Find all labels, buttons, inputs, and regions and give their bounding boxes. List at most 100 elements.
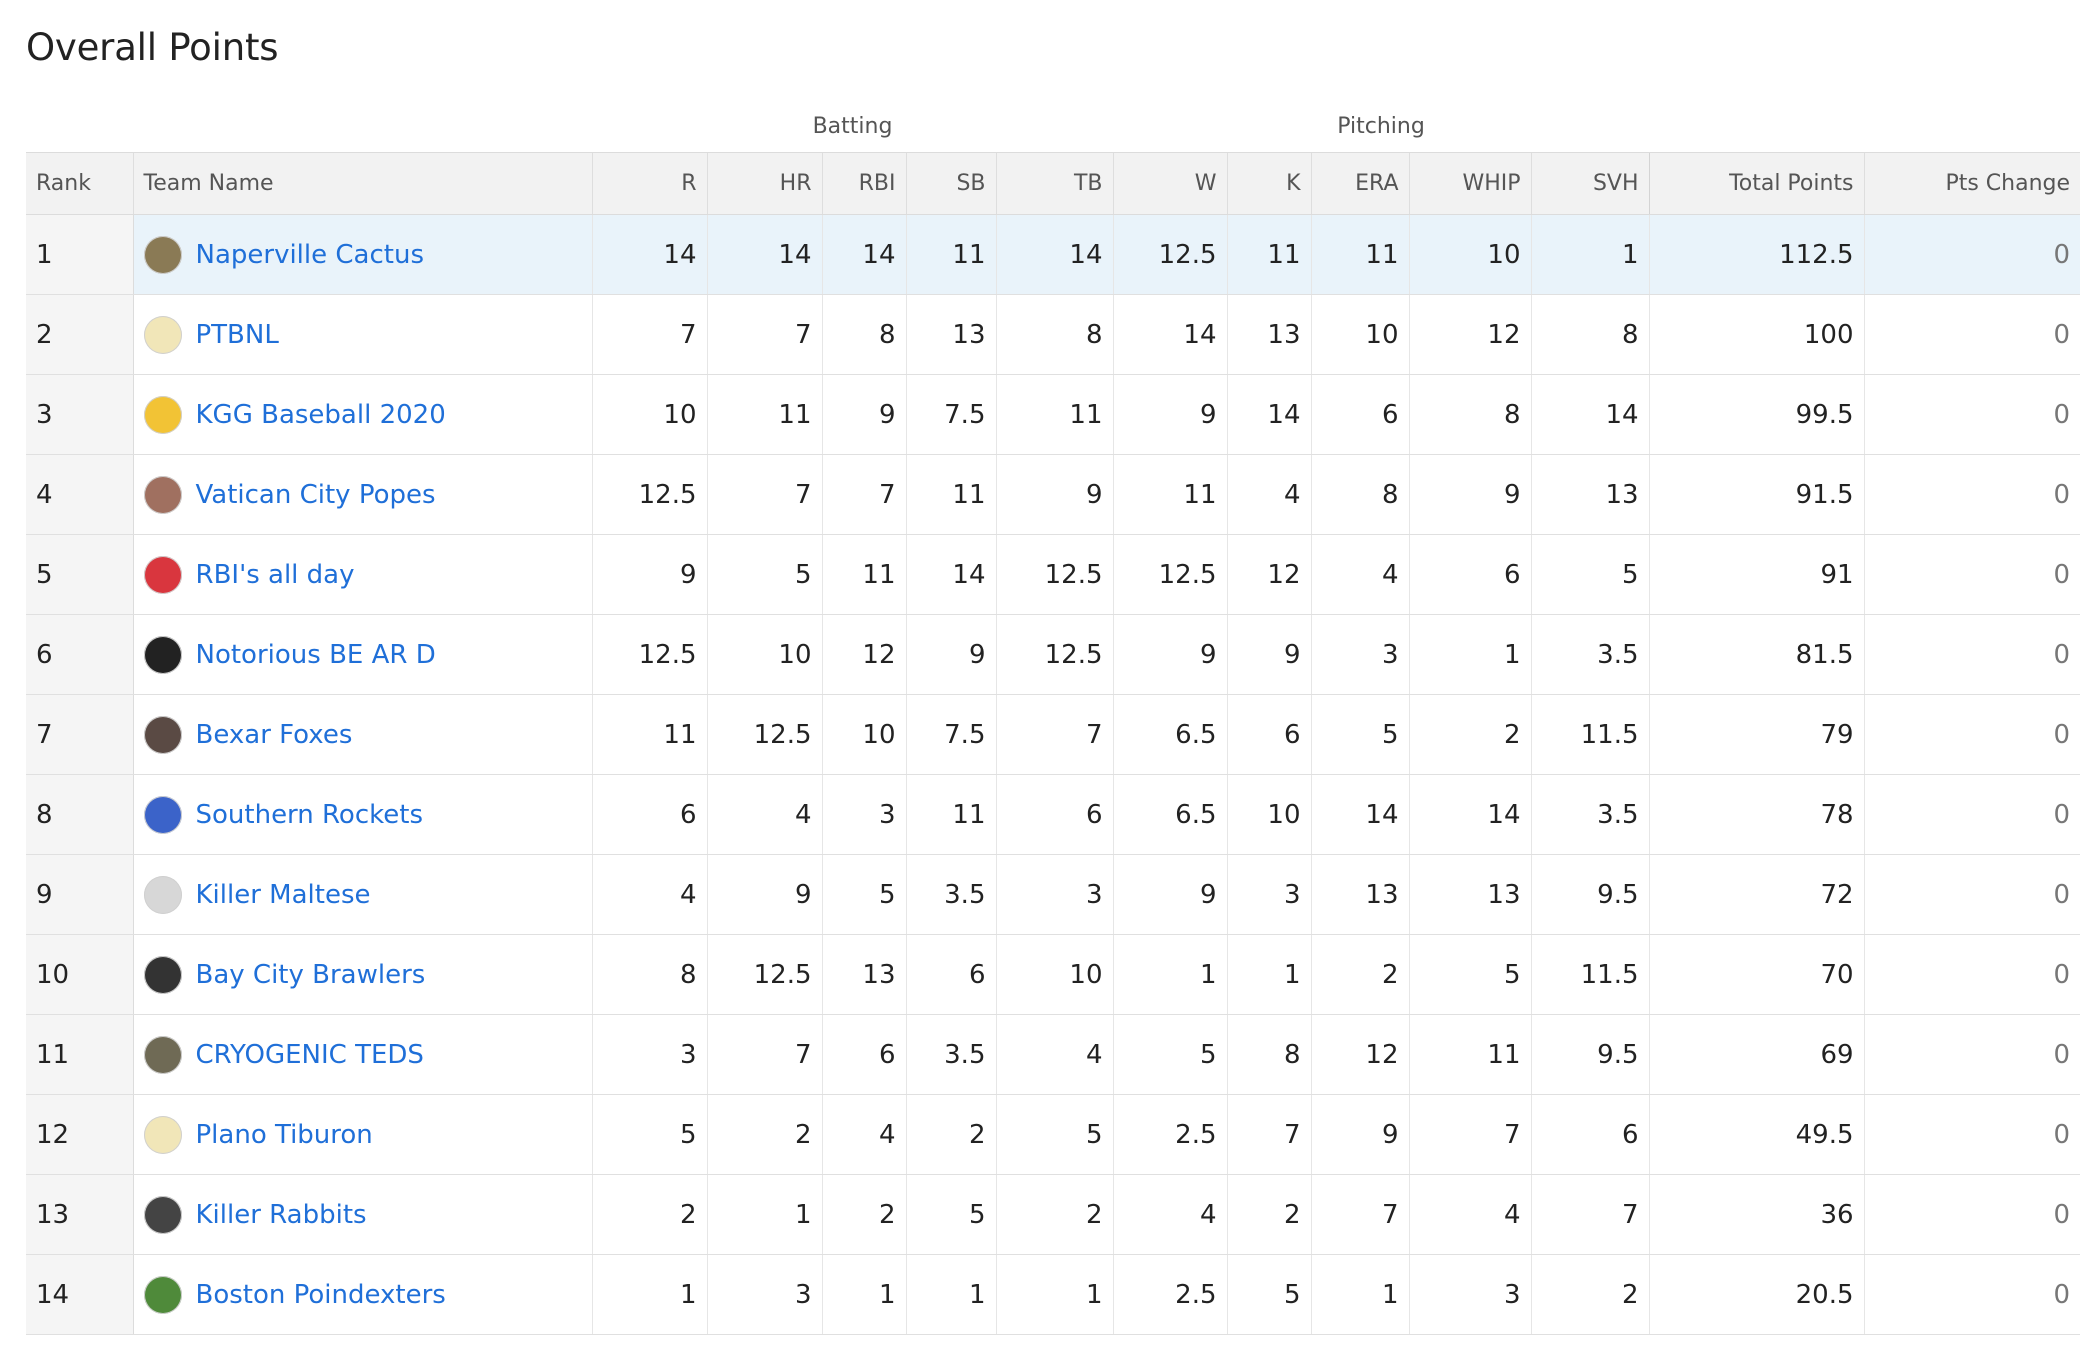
stat-w-cell: 2.5 xyxy=(1113,1094,1228,1175)
stat-k-cell: 2 xyxy=(1227,1174,1312,1255)
stat-tb-cell: 14 xyxy=(996,214,1114,295)
stat-svh-cell: 11.5 xyxy=(1531,694,1650,775)
stat-sb-cell: 14 xyxy=(906,534,997,615)
stat-hr-cell: 12.5 xyxy=(707,694,823,775)
col-pts-change[interactable]: Pts Change xyxy=(1864,152,2081,215)
stat-rbi-cell: 6 xyxy=(822,1014,907,1095)
cap-avatar-icon[interactable] xyxy=(143,315,182,354)
pts-change-cell: 0 xyxy=(1864,774,2081,855)
col-whip[interactable]: WHIP xyxy=(1409,152,1532,215)
team-name-link[interactable]: Vatican City Popes xyxy=(195,479,436,510)
col-era[interactable]: ERA xyxy=(1311,152,1410,215)
rank-cell: 10 xyxy=(26,934,134,1015)
team-name-link[interactable]: Killer Rabbits xyxy=(195,1199,367,1230)
stat-w-cell: 5 xyxy=(1113,1014,1228,1095)
table-row: 13 Killer Rabbits 2 1 2 5 2 4 2 7 4 7 36 0 xyxy=(26,1174,2081,1255)
stat-sb-cell: 2 xyxy=(906,1094,997,1175)
stat-era-cell: 14 xyxy=(1311,774,1410,855)
stat-era-cell: 6 xyxy=(1311,374,1410,455)
rank-cell: 5 xyxy=(26,534,134,615)
col-rbi[interactable]: RBI xyxy=(822,152,907,215)
col-rank[interactable]: Rank xyxy=(26,152,134,215)
col-w[interactable]: W xyxy=(1113,152,1228,215)
team-name-link[interactable]: RBI's all day xyxy=(195,559,355,590)
col-total-points[interactable]: Total Points xyxy=(1649,152,1865,215)
rabbit-avatar-icon[interactable] xyxy=(143,1195,182,1234)
pts-change-cell: 0 xyxy=(1864,454,2081,535)
table-row: 10 Bay City Brawlers 8 12.5 13 6 10 1 1 2 5 11.5 70 0 xyxy=(26,934,2081,1015)
col-r[interactable]: R xyxy=(592,152,708,215)
stat-k-cell: 3 xyxy=(1227,854,1312,935)
cap-avatar-icon[interactable] xyxy=(143,1115,182,1154)
team-name-link[interactable]: Plano Tiburon xyxy=(195,1119,373,1150)
stat-era-cell: 9 xyxy=(1311,1094,1410,1175)
stat-r-cell: 1 xyxy=(592,1254,708,1335)
stat-tb-cell: 10 xyxy=(996,934,1114,1015)
stat-rbi-cell: 2 xyxy=(822,1174,907,1255)
team-cell: KGG Baseball 2020 xyxy=(133,374,593,455)
stat-rbi-cell: 1 xyxy=(822,1254,907,1335)
col-k[interactable]: K xyxy=(1227,152,1312,215)
stat-era-cell: 12 xyxy=(1311,1014,1410,1095)
emblem-avatar-icon[interactable] xyxy=(143,635,182,674)
stat-svh-cell: 2 xyxy=(1531,1254,1650,1335)
team-cell: CRYOGENIC TEDS xyxy=(133,1014,593,1095)
photo-avatar-icon[interactable] xyxy=(143,475,182,514)
bulldog-avatar-icon[interactable] xyxy=(143,955,182,994)
total-points-cell: 78 xyxy=(1649,774,1865,855)
stat-whip-cell: 12 xyxy=(1409,294,1532,375)
stat-svh-cell: 9.5 xyxy=(1531,854,1650,935)
stat-hr-cell: 7 xyxy=(707,454,823,535)
table-row: 1 Naperville Cactus 14 14 14 11 14 12.5 11 11 10 1 1… xyxy=(26,214,2081,295)
team-name-link[interactable]: CRYOGENIC TEDS xyxy=(195,1039,424,1070)
stat-svh-cell: 3.5 xyxy=(1531,774,1650,855)
team-name-link[interactable]: Bay City Brawlers xyxy=(195,959,426,990)
stat-w-cell: 14 xyxy=(1113,294,1228,375)
dog-avatar-icon[interactable] xyxy=(143,875,182,914)
team-name-link[interactable]: Bexar Foxes xyxy=(195,719,353,750)
total-points-cell: 72 xyxy=(1649,854,1865,935)
stat-k-cell: 7 xyxy=(1227,1094,1312,1175)
cactus-avatar-icon[interactable] xyxy=(143,235,182,274)
stat-svh-cell: 13 xyxy=(1531,454,1650,535)
team-name-link[interactable]: PTBNL xyxy=(195,319,279,350)
stat-rbi-cell: 10 xyxy=(822,694,907,775)
stat-w-cell: 12.5 xyxy=(1113,214,1228,295)
green-cap-avatar-icon[interactable] xyxy=(143,395,182,434)
stat-r-cell: 10 xyxy=(592,374,708,455)
stat-r-cell: 9 xyxy=(592,534,708,615)
stat-whip-cell: 6 xyxy=(1409,534,1532,615)
frog-avatar-icon[interactable] xyxy=(143,1275,182,1314)
col-tb[interactable]: TB xyxy=(996,152,1114,215)
stat-r-cell: 8 xyxy=(592,934,708,1015)
col-svh[interactable]: SVH xyxy=(1531,152,1650,215)
team-name-link[interactable]: KGG Baseball 2020 xyxy=(195,399,446,430)
team-name-link[interactable]: Naperville Cactus xyxy=(195,239,425,270)
col-hr[interactable]: HR xyxy=(707,152,823,215)
team-name-link[interactable]: Killer Maltese xyxy=(195,879,371,910)
col-team-name[interactable]: Team Name xyxy=(133,152,593,215)
stat-k-cell: 4 xyxy=(1227,454,1312,535)
stat-k-cell: 9 xyxy=(1227,614,1312,695)
team-name-link[interactable]: Notorious BE AR D xyxy=(195,639,436,670)
table-row: 3 KGG Baseball 2020 10 11 9 7.5 11 9 14 6 8 14 99.5 0 xyxy=(26,374,2081,455)
team-name-link[interactable]: Boston Poindexters xyxy=(195,1279,446,1310)
rocket-avatar-icon[interactable] xyxy=(143,795,182,834)
stat-tb-cell: 7 xyxy=(996,694,1114,775)
stat-sb-cell: 11 xyxy=(906,454,997,535)
red-cap-avatar-icon[interactable] xyxy=(143,555,182,594)
table-row: 5 RBI's all day 9 5 11 14 12.5 12.5 12 4 6 5 91 0 xyxy=(26,534,2081,615)
stat-hr-cell: 2 xyxy=(707,1094,823,1175)
stat-rbi-cell: 8 xyxy=(822,294,907,375)
stat-k-cell: 8 xyxy=(1227,1014,1312,1095)
table-row: 11 CRYOGENIC TEDS 3 7 6 3.5 4 5 8 12 11 9.5 69 0 xyxy=(26,1014,2081,1095)
fox-avatar-icon[interactable] xyxy=(143,715,182,754)
stat-sb-cell: 3.5 xyxy=(906,1014,997,1095)
col-sb[interactable]: SB xyxy=(906,152,997,215)
portrait-avatar-icon[interactable] xyxy=(143,1035,182,1074)
pts-change-cell: 0 xyxy=(1864,1094,2081,1175)
team-name-link[interactable]: Southern Rockets xyxy=(195,799,424,830)
rank-cell: 12 xyxy=(26,1094,134,1175)
team-cell: Bay City Brawlers xyxy=(133,934,593,1015)
stat-rbi-cell: 5 xyxy=(822,854,907,935)
